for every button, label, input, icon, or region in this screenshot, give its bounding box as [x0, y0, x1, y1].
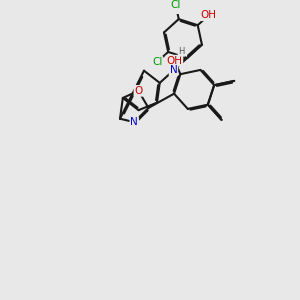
Text: OH: OH	[201, 10, 217, 20]
Text: Cl: Cl	[152, 57, 162, 67]
Text: H: H	[178, 47, 184, 56]
Text: O: O	[134, 86, 142, 96]
Text: OH: OH	[167, 56, 182, 66]
Text: N: N	[130, 117, 138, 127]
Text: Cl: Cl	[170, 0, 181, 10]
Text: N: N	[169, 65, 177, 76]
